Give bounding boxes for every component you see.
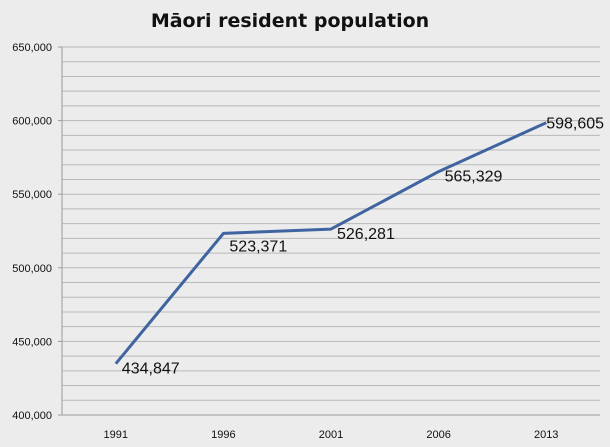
data-label: 598,605 xyxy=(546,116,604,133)
data-labels: 434,847 523,371 526,281 565,329 598,605 xyxy=(122,116,604,378)
axes xyxy=(61,47,600,416)
x-tick-label: 1991 xyxy=(104,429,128,441)
x-tick-label: 1996 xyxy=(211,429,235,441)
x-axis-ticks: 1991 1996 2001 2006 2013 xyxy=(104,429,559,441)
y-tick-label: 450,000 xyxy=(12,336,52,348)
y-tick-label: 500,000 xyxy=(12,263,52,275)
data-label: 565,329 xyxy=(445,169,503,186)
y-axis-ticks: 400,000 450,000 500,000 550,000 600,000 650,0… xyxy=(12,42,62,422)
y-tick-label: 600,000 xyxy=(12,116,52,128)
chart-title: Māori resident population xyxy=(151,10,429,32)
x-tick-label: 2006 xyxy=(426,429,450,441)
gridlines xyxy=(62,46,600,416)
y-tick-label: 650,000 xyxy=(12,42,52,54)
data-label: 526,281 xyxy=(337,226,395,243)
series-line xyxy=(114,121,547,365)
data-label: 434,847 xyxy=(122,361,180,378)
y-tick-label: 550,000 xyxy=(12,189,52,201)
data-label: 523,371 xyxy=(229,238,287,255)
series-layer xyxy=(114,121,547,365)
x-tick-label: 2001 xyxy=(319,429,343,441)
x-tick-label: 2013 xyxy=(534,429,558,441)
y-tick-label: 400,000 xyxy=(12,410,52,422)
